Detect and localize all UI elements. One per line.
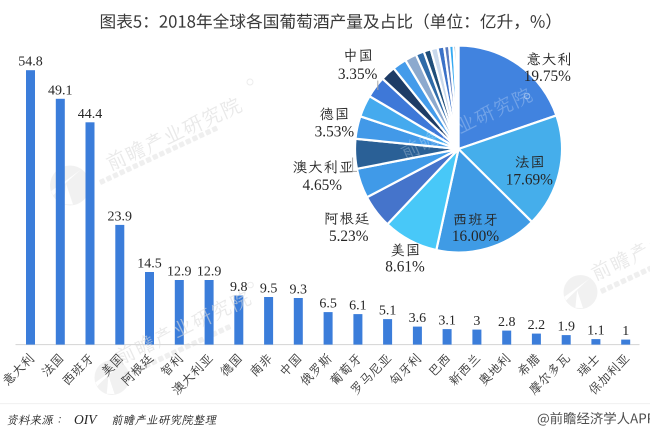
svg-text:3.35%: 3.35% [338, 66, 378, 83]
svg-text:3.53%: 3.53% [315, 124, 355, 141]
svg-text:14.5: 14.5 [137, 257, 162, 272]
svg-text:6.5: 6.5 [319, 297, 337, 312]
svg-text:12.9: 12.9 [197, 265, 222, 280]
svg-text:16.00%: 16.00% [452, 228, 499, 245]
svg-text:19.75%: 19.75% [524, 68, 571, 85]
svg-text:12.9: 12.9 [167, 265, 192, 280]
svg-text:54.8: 54.8 [18, 55, 43, 70]
svg-text:3.1: 3.1 [438, 314, 456, 329]
svg-text:9.3: 9.3 [290, 283, 308, 298]
svg-text:8.61%: 8.61% [385, 259, 425, 276]
svg-text:1.1: 1.1 [587, 324, 605, 339]
svg-text:5.23%: 5.23% [329, 228, 369, 245]
svg-text:5.1: 5.1 [379, 304, 397, 319]
svg-text:3: 3 [473, 314, 480, 329]
svg-text:6.1: 6.1 [349, 299, 367, 314]
svg-text:1.9: 1.9 [557, 320, 575, 335]
svg-text:3.6: 3.6 [409, 311, 427, 326]
svg-text:49.1: 49.1 [48, 83, 73, 98]
svg-text:4.65%: 4.65% [303, 177, 343, 194]
svg-text:44.4: 44.4 [78, 107, 103, 122]
svg-text:9.5: 9.5 [260, 282, 278, 297]
svg-text:2.8: 2.8 [498, 315, 516, 330]
svg-text:17.69%: 17.69% [506, 172, 553, 189]
svg-text:2.2: 2.2 [528, 318, 546, 333]
svg-text:9.8: 9.8 [230, 280, 248, 295]
svg-text:23.9: 23.9 [108, 209, 133, 224]
svg-text:1: 1 [622, 324, 629, 339]
svg-text:OIV: OIV [74, 412, 98, 427]
